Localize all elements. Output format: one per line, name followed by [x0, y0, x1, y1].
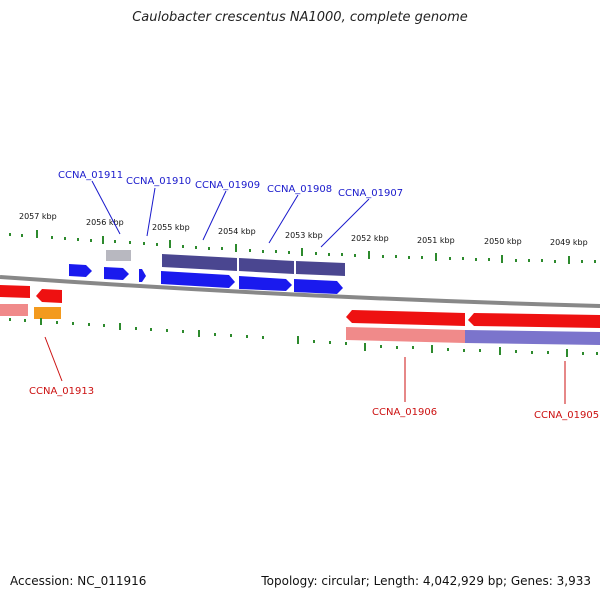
leader-line — [268, 194, 299, 244]
gene-label-ccna-01907[interactable]: CCNA_01907 — [338, 188, 403, 199]
feature-ccna-01908[interactable] — [239, 258, 294, 274]
gene-label-ccna-01905[interactable]: CCNA_01905 — [534, 410, 599, 421]
feature-ccna-01909[interactable] — [162, 254, 237, 271]
leader-line — [320, 198, 370, 248]
gene-label-ccna-01909[interactable]: CCNA_01909 — [195, 180, 260, 191]
cds-arrow-reverse[interactable] — [346, 310, 465, 326]
cds-arrow-forward[interactable] — [139, 269, 146, 282]
forward-feature-track — [106, 250, 345, 276]
genome-backbone — [0, 275, 600, 308]
feature-ccna-01905[interactable] — [465, 330, 600, 345]
map-title: Caulobacter crescentus NA1000, complete … — [132, 10, 468, 25]
gene-label-ccna-01910[interactable]: CCNA_01910 — [126, 176, 191, 187]
scale-label: 2051 kbp — [417, 236, 455, 245]
forward-cds-track — [69, 264, 343, 294]
feature-ccna-01907[interactable] — [296, 261, 345, 276]
reverse-cds-track — [0, 285, 600, 328]
cds-arrow-reverse[interactable] — [36, 289, 62, 303]
cds-arrow-forward[interactable] — [239, 276, 292, 291]
leader-line — [146, 187, 156, 237]
cds-arrow-reverse[interactable] — [468, 313, 600, 328]
leader-line — [202, 190, 227, 241]
forward-label-leaders — [91, 180, 370, 248]
gene-label-ccna-01908[interactable]: CCNA_01908 — [267, 184, 332, 195]
gene-label-ccna-01913[interactable]: CCNA_01913 — [29, 386, 94, 397]
outer-tick-ring — [9, 230, 596, 264]
feature-ccna-01911[interactable] — [106, 250, 131, 261]
feature-ccna-01906[interactable] — [346, 327, 465, 343]
genome-summary-text: Topology: circular; Length: 4,042,929 bp… — [261, 574, 591, 588]
cds-arrow-forward[interactable] — [69, 264, 92, 277]
scale-label: 2050 kbp — [484, 237, 522, 246]
scale-label: 2054 kbp — [218, 227, 256, 236]
cds-arrow-forward[interactable] — [294, 279, 343, 294]
leader-line — [44, 336, 63, 382]
cds-arrow-forward[interactable] — [161, 271, 235, 288]
inner-tick-ring — [9, 318, 598, 357]
cds-arrow-reverse[interactable] — [0, 285, 30, 298]
gene-label-ccna-01911[interactable]: CCNA_01911 — [58, 170, 123, 181]
scale-label: 2053 kbp — [285, 231, 323, 240]
feature-ccna-01913-upstream[interactable] — [0, 304, 28, 316]
scale-label: 2057 kbp — [19, 212, 57, 221]
scale-label: 2052 kbp — [351, 234, 389, 243]
cds-arrow-forward[interactable] — [104, 267, 129, 280]
scale-label: 2056 kbp — [86, 218, 124, 227]
reverse-feature-track — [0, 304, 600, 345]
feature-ccna-01913[interactable] — [34, 307, 61, 319]
reverse-label-leaders — [44, 336, 566, 404]
scale-label: 2055 kbp — [152, 223, 190, 232]
accession-text: Accession: NC_011916 — [10, 574, 147, 588]
gene-label-ccna-01906[interactable]: CCNA_01906 — [372, 407, 437, 418]
scale-label: 2049 kbp — [550, 238, 588, 247]
leader-line — [91, 180, 121, 235]
